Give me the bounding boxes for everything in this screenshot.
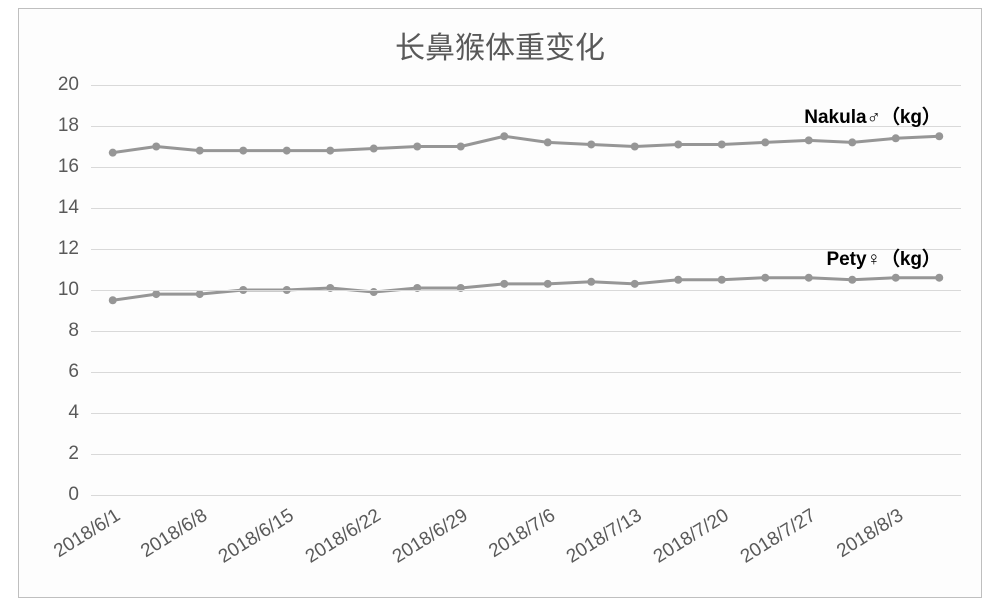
y-axis-tick-label: 12 [58, 238, 79, 260]
y-axis-tick-label: 0 [68, 484, 79, 506]
x-axis-tick-label: 2018/8/3 [833, 505, 907, 563]
plot-area: 024681012141618202018/6/12018/6/82018/6/… [91, 85, 961, 495]
gridline [91, 372, 961, 373]
series-marker [587, 140, 595, 148]
series-marker [544, 138, 552, 146]
series-marker [674, 276, 682, 284]
y-axis-tick-label: 20 [58, 74, 79, 96]
y-axis-tick-label: 16 [58, 156, 79, 178]
series-marker [457, 143, 465, 151]
gridline [91, 167, 961, 168]
series-marker [848, 138, 856, 146]
x-axis-tick-label: 2018/7/13 [563, 505, 646, 568]
x-axis-tick-label: 2018/6/8 [137, 505, 211, 563]
series-label: Pety♀（kg） [826, 244, 941, 271]
series-marker [196, 147, 204, 155]
series-marker [196, 290, 204, 298]
series-marker [892, 134, 900, 142]
x-axis-tick-label: 2018/7/27 [737, 505, 820, 568]
series-marker [587, 278, 595, 286]
series-marker [283, 147, 291, 155]
gridline [91, 413, 961, 414]
x-axis-tick-label: 2018/7/6 [485, 505, 559, 563]
series-marker [718, 276, 726, 284]
series-marker [152, 143, 160, 151]
y-axis-tick-label: 14 [58, 197, 79, 219]
x-axis-tick-label: 2018/6/29 [389, 505, 472, 568]
y-axis-tick-label: 6 [68, 361, 79, 383]
x-axis-tick-label: 2018/6/15 [215, 505, 298, 568]
gridline [91, 454, 961, 455]
x-axis-tick-label: 2018/6/22 [302, 505, 385, 568]
gridline [91, 85, 961, 86]
x-axis-tick-label: 2018/7/20 [650, 505, 733, 568]
series-marker [109, 296, 117, 304]
series-marker [761, 138, 769, 146]
series-marker [674, 140, 682, 148]
series-line [113, 278, 940, 301]
series-marker [500, 280, 508, 288]
series-marker [761, 274, 769, 282]
series-marker [152, 290, 160, 298]
series-marker [848, 276, 856, 284]
series-marker [935, 132, 943, 140]
series-marker [239, 147, 247, 155]
y-axis-tick-label: 18 [58, 115, 79, 137]
y-axis-tick-label: 10 [58, 279, 79, 301]
series-marker [326, 147, 334, 155]
series-marker [892, 274, 900, 282]
series-marker [413, 143, 421, 151]
y-axis-tick-label: 8 [68, 320, 79, 342]
series-label: Nakula♂（kg） [804, 102, 941, 129]
gridline [91, 495, 961, 496]
series-marker [631, 143, 639, 151]
chart-container: 长鼻猴体重变化 024681012141618202018/6/12018/6/… [18, 8, 982, 598]
series-marker [631, 280, 639, 288]
series-marker [500, 132, 508, 140]
series-marker [544, 280, 552, 288]
y-axis-tick-label: 2 [68, 443, 79, 465]
series-line [113, 136, 940, 152]
gridline [91, 331, 961, 332]
y-axis-tick-label: 4 [68, 402, 79, 424]
chart-title: 长鼻猴体重变化 [19, 23, 981, 67]
gridline [91, 208, 961, 209]
series-marker [370, 145, 378, 153]
series-marker [805, 136, 813, 144]
gridline [91, 290, 961, 291]
x-axis-tick-label: 2018/6/1 [50, 505, 124, 563]
series-marker [109, 149, 117, 157]
series-marker [935, 274, 943, 282]
series-marker [718, 140, 726, 148]
series-marker [805, 274, 813, 282]
